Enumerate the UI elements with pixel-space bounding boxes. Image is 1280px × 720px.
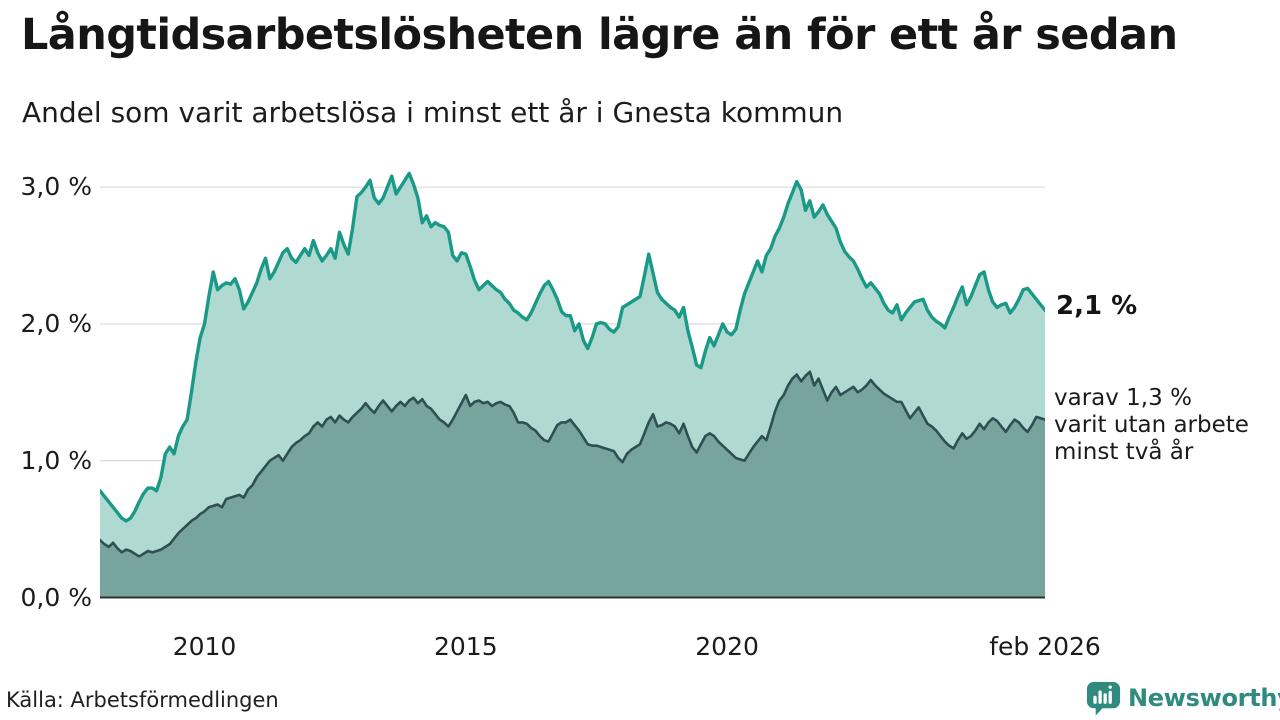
unemployment-area-chart <box>100 171 1045 599</box>
y-axis-label-1: 1,0 % <box>20 445 92 475</box>
newsworthy-logo: Newsworthy <box>1085 679 1280 717</box>
line-one-year <box>100 171 1045 523</box>
y-axis-label-2: 2,0 % <box>20 308 92 338</box>
x-axis-label-2015: 2015 <box>433 632 498 661</box>
note-line-1: varav 1,3 % <box>1054 385 1192 411</box>
logo-bar-medium <box>1103 692 1107 704</box>
logo-bar-short <box>1093 695 1097 704</box>
logo-exclamation-bar <box>1108 690 1112 704</box>
newsworthy-logo-icon <box>1086 681 1121 716</box>
x-axis-label-2010: 2010 <box>172 632 237 661</box>
logo-exclamation-dot <box>1108 684 1112 689</box>
latest-value-annotation: 2,1 % <box>1056 291 1138 321</box>
x-axis-label-2020: 2020 <box>695 632 759 661</box>
y-axis-label-0: 0,0 % <box>20 582 92 612</box>
logo-bar-tall <box>1098 690 1102 704</box>
newsworthy-logo-text: Newsworthy <box>1128 684 1280 712</box>
note-line-2: varit utan arbete <box>1054 412 1249 438</box>
source-note: Källa: Arbetsförmedlingen <box>6 688 279 712</box>
note-line-3: minst två år <box>1054 439 1194 465</box>
x-axis-label-feb-2026: feb 2026 <box>989 632 1101 661</box>
two-year-note-annotation: varav 1,3 % varit utan arbete minst två … <box>1054 385 1249 466</box>
area-fill-two-year <box>100 371 1045 598</box>
page-subtitle: Andel som varit arbetslösa i minst ett å… <box>22 96 844 129</box>
y-axis-label-3: 3,0 % <box>20 172 92 202</box>
line-two-year <box>100 370 1045 558</box>
page-title: Långtidsarbetslösheten lägre än för ett … <box>21 10 1178 60</box>
